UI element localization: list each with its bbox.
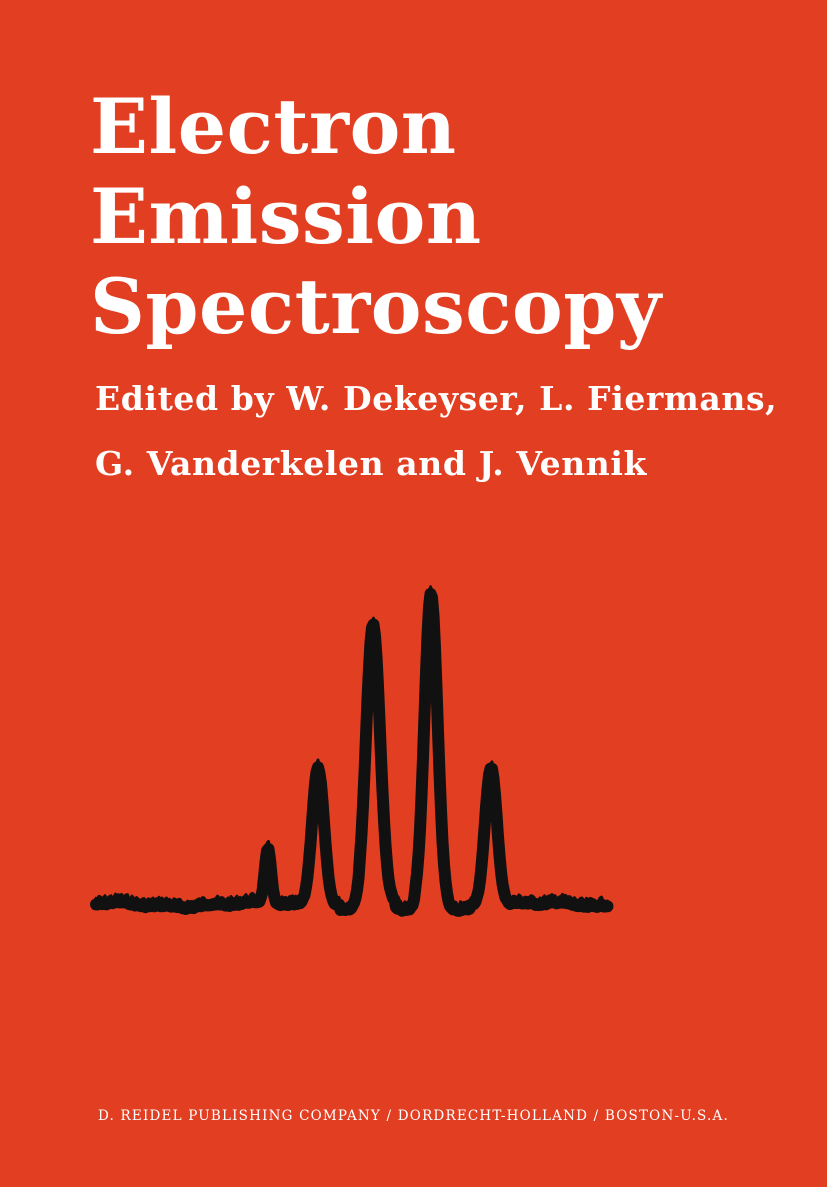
spectrum-trace-illustration [90, 585, 614, 917]
publisher-imprint: D. REIDEL PUBLISHING COMPANY / DORDRECHT… [98, 1108, 729, 1124]
editors-credit: Edited by W. Dekeyser, L. Fiermans, G. V… [95, 380, 795, 483]
spectrum-trace-edge [94, 585, 609, 908]
editors-line-2: G. Vanderkelen and J. Vennik [95, 444, 647, 483]
editors-line-1: Edited by W. Dekeyser, L. Fiermans, [95, 379, 778, 418]
title-line-2: Emission [90, 172, 482, 261]
book-title: Electron Emission Spectroscopy [90, 82, 790, 352]
spectrum-trace-band [90, 587, 614, 917]
title-line-1: Electron [90, 82, 457, 171]
title-line-3: Spectroscopy [90, 262, 662, 351]
